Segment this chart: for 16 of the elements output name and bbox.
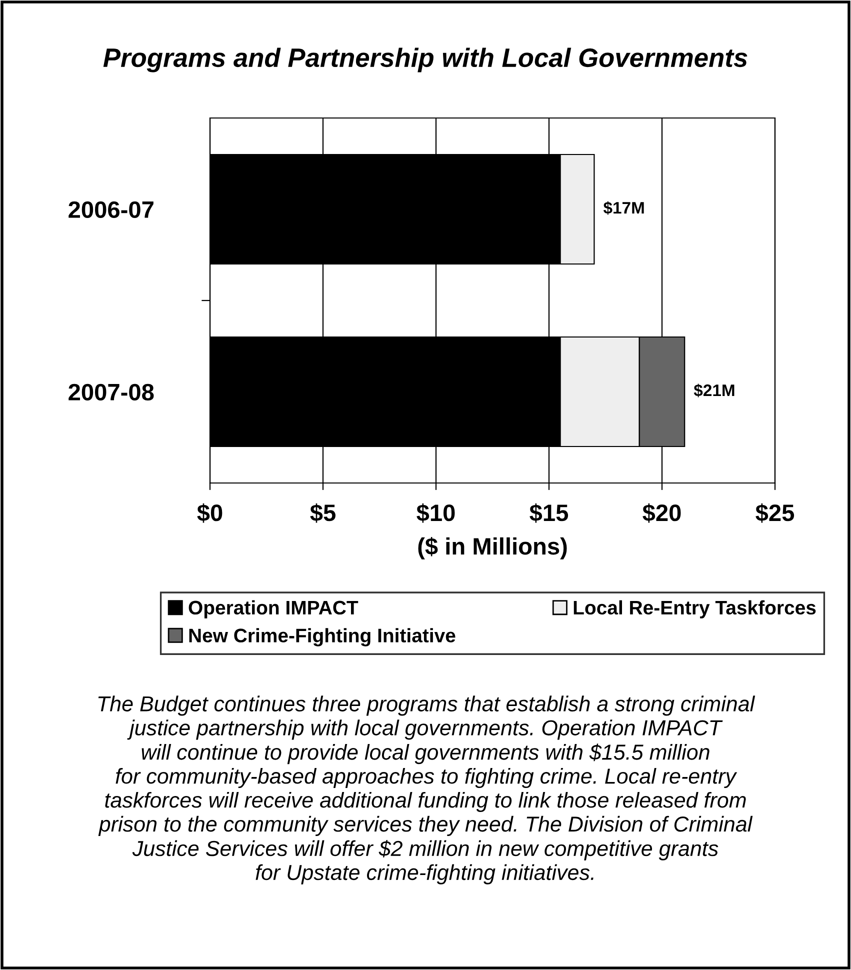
legend-label: Operation IMPACT (188, 600, 358, 618)
x-tick-label: $5 (310, 503, 336, 523)
chart-title: Programs and Partnership with Local Governments (103, 48, 748, 72)
total-label: $21M (694, 384, 734, 398)
x-tick-label: $10 (416, 503, 455, 523)
x-tick-label: $0 (197, 503, 222, 523)
text: The Budget continues three programs that establish a strong criminal justice partnership with local governments. Operation IMPACT will continue to provide local governments with $15.5 million for community-based approaches to fighting crime. Local re-entry taskforces will receive additional funding to link those released from prison to the community services they need. The Division of Criminal Justice Services will offer $2 million in new competitive grants for Upstate crime-fighting initiatives. (98, 696, 756, 884)
legend-label: New Crime-Fighting Initiative (189, 628, 456, 646)
x-axis-title: ($ in Millions) (418, 536, 567, 560)
total-label: $17M (603, 201, 644, 215)
x-tick-label: $25 (756, 503, 794, 523)
x-tick-label: $20 (642, 503, 681, 523)
y-tick-label: 2007-08 (68, 384, 154, 401)
y-tick-label: 2006-07 (68, 201, 154, 218)
legend-label: Local Re-Entry Taskforces (574, 600, 816, 618)
x-tick-label: $15 (530, 503, 568, 523)
